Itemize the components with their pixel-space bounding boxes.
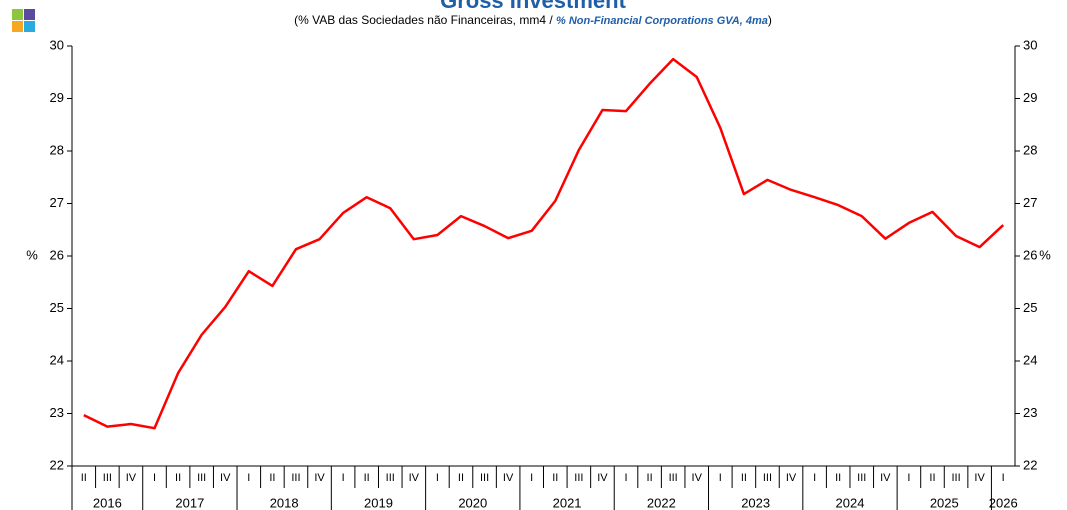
year-label: 2019 xyxy=(364,495,393,510)
x-tick-label: II xyxy=(269,472,275,484)
y-tick-label: 28 xyxy=(50,142,64,157)
x-tick-label: II xyxy=(741,472,747,484)
x-tick-label: I xyxy=(342,472,345,484)
y-tick-label: 30 xyxy=(50,37,64,52)
x-tick-label: III xyxy=(857,472,866,484)
x-tick-label: I xyxy=(907,472,910,484)
x-tick-label: I xyxy=(624,472,627,484)
y2-tick-label: 22 xyxy=(1023,457,1037,472)
y2-tick-label: 29 xyxy=(1023,90,1037,105)
x-tick-label: II xyxy=(81,472,87,484)
x-tick-label: IV xyxy=(314,472,325,484)
x-tick-label: III xyxy=(669,472,678,484)
x-tick-label: II xyxy=(175,472,181,484)
y-tick-label: 25 xyxy=(50,300,64,315)
year-label: 2021 xyxy=(553,495,582,510)
year-label: 2024 xyxy=(836,495,865,510)
y2-axis-label: % xyxy=(1039,247,1051,262)
subtitle-end: ) xyxy=(768,13,772,27)
x-tick-label: II xyxy=(458,472,464,484)
x-tick-label: I xyxy=(813,472,816,484)
y-tick-label: 23 xyxy=(50,405,64,420)
x-tick-label: II xyxy=(552,472,558,484)
year-label: 2018 xyxy=(270,495,299,510)
chart-title: Gross Investment xyxy=(440,0,627,13)
year-label: 2020 xyxy=(458,495,487,510)
chart-subtitle: (% VAB das Sociedades não Financeiras, m… xyxy=(294,13,772,27)
x-tick-label: II xyxy=(364,472,370,484)
y-tick-label: 24 xyxy=(50,352,64,367)
x-tick-label: IV xyxy=(126,472,137,484)
subtitle-pt: (% VAB das Sociedades não Financeiras, m… xyxy=(294,13,556,27)
x-tick-label: III xyxy=(197,472,206,484)
y2-tick-label: 28 xyxy=(1023,142,1037,157)
x-tick-label: III xyxy=(763,472,772,484)
y-tick-label: 29 xyxy=(50,90,64,105)
logo xyxy=(12,9,35,32)
y2-tick-label: 23 xyxy=(1023,405,1037,420)
x-tick-label: IV xyxy=(786,472,797,484)
x-tick-label: I xyxy=(530,472,533,484)
y-axis-label: % xyxy=(26,247,38,262)
y2-tick-label: 30 xyxy=(1023,37,1037,52)
year-label: 2023 xyxy=(741,495,770,510)
x-tick-label: IV xyxy=(597,472,608,484)
y-tick-label: 22 xyxy=(50,457,64,472)
year-label: 2017 xyxy=(175,495,204,510)
x-tick-label: IV xyxy=(974,472,985,484)
x-tick-label: III xyxy=(480,472,489,484)
y2-tick-label: 24 xyxy=(1023,352,1037,367)
x-tick-label: III xyxy=(951,472,960,484)
x-tick-label: III xyxy=(103,472,112,484)
y2-tick-label: 25 xyxy=(1023,300,1037,315)
x-tick-label: IV xyxy=(692,472,703,484)
x-tick-label: II xyxy=(647,472,653,484)
y-tick-label: 26 xyxy=(50,247,64,262)
x-tick-label: IV xyxy=(220,472,231,484)
y2-tick-label: 27 xyxy=(1023,195,1037,210)
year-label: 2026 xyxy=(989,495,1018,510)
y-tick-label: 27 xyxy=(50,195,64,210)
year-label: 2016 xyxy=(93,495,122,510)
x-tick-label: IV xyxy=(880,472,891,484)
x-tick-label: I xyxy=(247,472,250,484)
x-tick-label: II xyxy=(835,472,841,484)
x-tick-label: I xyxy=(1002,472,1005,484)
x-tick-label: I xyxy=(719,472,722,484)
x-tick-label: III xyxy=(386,472,395,484)
x-tick-label: III xyxy=(291,472,300,484)
x-tick-label: III xyxy=(574,472,583,484)
x-tick-label: I xyxy=(153,472,156,484)
y2-tick-label: 26 xyxy=(1023,247,1037,262)
series-line xyxy=(83,57,1005,430)
x-tick-label: II xyxy=(929,472,935,484)
x-tick-label: IV xyxy=(409,472,420,484)
year-label: 2022 xyxy=(647,495,676,510)
x-tick-label: I xyxy=(436,472,439,484)
year-label: 2025 xyxy=(930,495,959,510)
x-tick-label: IV xyxy=(503,472,514,484)
subtitle-en: % Non-Financial Corporations GVA, 4ma xyxy=(556,15,768,27)
